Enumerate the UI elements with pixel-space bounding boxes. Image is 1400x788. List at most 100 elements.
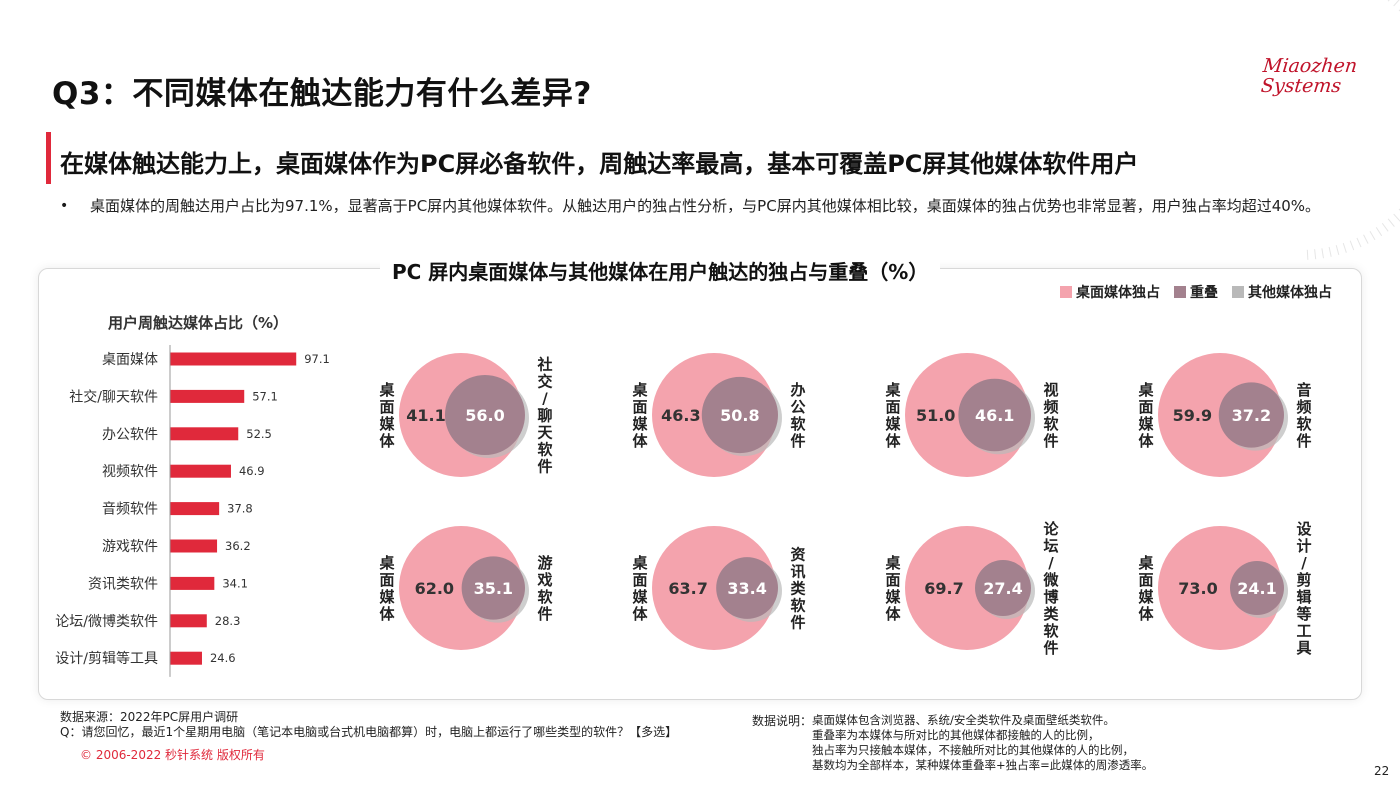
venn-overlap-value: 24.1 <box>1237 579 1276 598</box>
bar <box>170 614 207 628</box>
venn-left-label: 桌面媒体 <box>1137 554 1154 623</box>
data-source: 数据来源：2022年PC屏用户调研 <box>60 710 239 724</box>
bullet-text: 桌面媒体的周触达用户占比为97.1%，显著高于PC屏内其他媒体软件。从触达用户的… <box>90 197 1321 215</box>
venn-overlap-value: 27.4 <box>983 579 1022 598</box>
venn-desktop-circle <box>905 526 1029 650</box>
bar-value-label: 24.6 <box>210 651 236 665</box>
venn-exclusive-value: 41.1 <box>406 406 445 425</box>
venn-right-label: 社交/聊天软件 <box>536 355 553 475</box>
bar-value-label: 34.1 <box>222 576 248 590</box>
bar-value-label: 97.1 <box>304 352 330 366</box>
venn-exclusive-value: 59.9 <box>1173 406 1212 425</box>
bar-value-label: 36.2 <box>225 539 251 553</box>
venn-overlap-circle <box>958 378 1031 452</box>
bar-value-label: 57.1 <box>252 389 278 403</box>
notes-label: 数据说明： <box>752 714 813 728</box>
bar-category-label: 视频软件 <box>102 464 158 480</box>
legend-item-overlap: 重叠 <box>1174 282 1218 302</box>
venn-overlap-circle <box>461 556 525 620</box>
logo-line-1: Miaozhen <box>1261 55 1359 77</box>
venn-grid: 41.1 56.0 桌面媒体 社交/聊天软件 46.3 50.8 桌面媒体 办公软件 51.0 4… <box>378 353 1312 657</box>
survey-question: Q：请您回忆，最近1个星期用电脑（笔记本电脑或台式机电脑都算）时，电脑上都运行了… <box>60 725 678 739</box>
page-number: 22 <box>1374 764 1390 778</box>
venn-left-label: 桌面媒体 <box>631 554 648 623</box>
venn-overlap-circle <box>444 374 525 456</box>
venn-right-label: 资讯类软件 <box>790 545 806 631</box>
legend: 桌面媒体独占 重叠 其他媒体独占 <box>1060 282 1332 302</box>
venn-overlap-circle <box>1218 382 1284 448</box>
bar <box>170 539 218 553</box>
legend-label-overlap: 重叠 <box>1190 285 1218 301</box>
legend-label-other: 其他媒体独占 <box>1248 285 1332 301</box>
venn-overlap-circle <box>1230 561 1284 615</box>
venn-right-label: 论坛/微博类软件 <box>1042 520 1059 657</box>
bar <box>170 651 202 665</box>
bar-chart-title: 用户周触达媒体占比（%） <box>108 314 289 332</box>
venn-left-label: 桌面媒体 <box>631 381 648 450</box>
bar-category-label: 办公软件 <box>102 427 158 443</box>
page-title: Q3：不同媒体在触达能力有什么差异? <box>52 76 592 112</box>
panel-title: PC 屏内桌面媒体与其他媒体在用户触达的独占与重叠（%） <box>380 256 941 285</box>
legend-item-other: 其他媒体独占 <box>1232 282 1332 302</box>
bar-value-label: 37.8 <box>227 502 253 516</box>
venn-left-label: 桌面媒体 <box>884 554 901 623</box>
bar-category-label: 音频软件 <box>102 501 158 518</box>
venn-overlap-value: 46.1 <box>975 406 1014 425</box>
venn-overlap-circle <box>716 557 778 619</box>
venn-left-label: 桌面媒体 <box>1137 381 1154 450</box>
note-line: 桌面媒体包含浏览器、系统/安全类软件及桌面壁纸类软件。 <box>812 713 1115 727</box>
venn-exclusive-value: 62.0 <box>415 579 454 598</box>
miaozhen-logo: Miaozhen Systems <box>1259 55 1359 97</box>
note-line: 重叠率为本媒体与所对比的其他媒体都接触的人的比例， <box>812 728 1100 742</box>
bar-chart: 桌面媒体 97.1 社交/聊天软件 57.1 办公软件 52.5 视频软件 46.9 音频软件 3… <box>55 345 330 677</box>
venn-right-label: 设计/剪辑等工具 <box>1296 520 1311 657</box>
bar <box>170 464 231 478</box>
bar <box>170 352 297 366</box>
logo-line-2: Systems <box>1259 75 1343 97</box>
venn-desktop-circle <box>1158 526 1282 650</box>
bar-value-label: 52.5 <box>246 427 272 441</box>
bar <box>170 576 215 590</box>
copyright: © 2006-2022 秒针系统 版权所有 <box>80 748 265 762</box>
legend-swatch-overlap <box>1174 286 1186 298</box>
venn-right-label: 音频软件 <box>1296 381 1311 450</box>
venn-exclusive-value: 69.7 <box>924 579 963 598</box>
venn-right-label: 游戏软件 <box>536 554 552 623</box>
bar-category-label: 社交/聊天软件 <box>69 388 158 405</box>
bar-category-label: 设计/剪辑等工具 <box>55 650 158 667</box>
note-line: 基数均为全部样本，某种媒体重叠率+独占率=此媒体的周渗透率。 <box>812 758 1154 772</box>
venn-overlap-circle <box>975 560 1031 616</box>
legend-label-desktop: 桌面媒体独占 <box>1076 285 1160 301</box>
bullet-marker: • <box>60 198 69 214</box>
bar <box>170 502 220 516</box>
venn-right-label: 视频软件 <box>1043 381 1058 450</box>
legend-item-desktop: 桌面媒体独占 <box>1060 282 1160 302</box>
bar-value-label: 28.3 <box>215 614 241 628</box>
bar-category-label: 桌面媒体 <box>102 352 158 368</box>
venn-right-label: 办公软件 <box>790 381 805 450</box>
note-line: 独占率为只接触本媒体，不接触所对比的其他媒体的人的比例， <box>812 743 1134 757</box>
venn-left-label: 桌面媒体 <box>378 381 395 450</box>
venn-overlap-value: 56.0 <box>465 406 504 425</box>
venn-overlap-circle <box>701 376 778 454</box>
venn-overlap-value: 37.2 <box>1232 406 1271 425</box>
venn-overlap-value: 35.1 <box>474 579 513 598</box>
venn-exclusive-value: 63.7 <box>668 579 707 598</box>
venn-left-label: 桌面媒体 <box>378 554 395 623</box>
bar-category-label: 资讯类软件 <box>88 576 158 592</box>
bar-category-label: 游戏软件 <box>102 539 158 555</box>
venn-overlap-value: 33.4 <box>727 579 766 598</box>
venn-left-label: 桌面媒体 <box>884 381 901 450</box>
subtitle-accent-bar <box>46 132 51 184</box>
subtitle: 在媒体触达能力上，桌面媒体作为PC屏必备软件，周触达率最高，基本可覆盖PC屏其他… <box>60 150 1139 178</box>
bar <box>170 427 239 441</box>
bar-value-label: 46.9 <box>239 464 265 478</box>
bar-category-label: 论坛/微博类软件 <box>55 613 158 630</box>
legend-swatch-desktop <box>1060 286 1072 298</box>
venn-exclusive-value: 46.3 <box>661 406 700 425</box>
venn-exclusive-value: 73.0 <box>1178 579 1217 598</box>
venn-exclusive-value: 51.0 <box>916 406 955 425</box>
legend-swatch-other <box>1232 286 1244 298</box>
bar <box>170 389 245 403</box>
